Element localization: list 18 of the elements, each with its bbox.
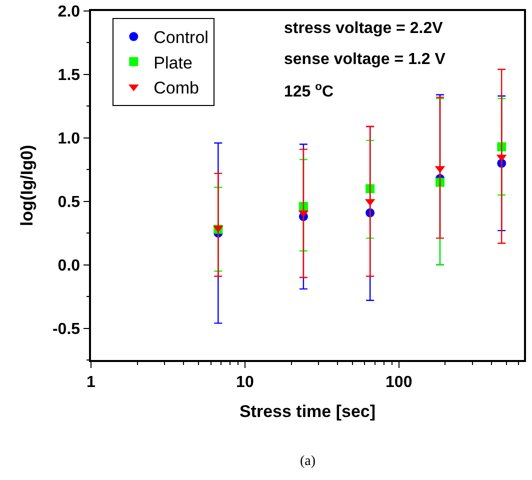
y-axis-title: log(Ig/Ig0): [18, 144, 37, 226]
x-tick-label: 10: [236, 374, 254, 391]
annotation: sense voltage = 1.2 V: [284, 51, 446, 68]
x-tick-label: 100: [386, 374, 412, 391]
x-tick-label: 1: [86, 374, 96, 391]
y-tick-label: 2.0: [58, 4, 80, 21]
legend-label: Control: [154, 28, 208, 48]
text: (a): [300, 454, 316, 469]
x-axis-title: Stress time [sec]: [239, 402, 376, 421]
legend-label: Plate: [154, 53, 192, 72]
y-tick-label: 1.0: [58, 130, 80, 148]
annotation: stress voltage = 2.2V: [284, 20, 444, 37]
legend-label: Comb: [154, 78, 200, 98]
y-tick-label: -0.5: [52, 320, 80, 338]
y-tick-label: 0.0: [58, 257, 80, 274]
y-tick-label: 0.5: [58, 194, 80, 211]
y-tick-label: 1.5: [58, 67, 80, 84]
annotation: 125 $^{o}$C: [284, 81, 334, 101]
